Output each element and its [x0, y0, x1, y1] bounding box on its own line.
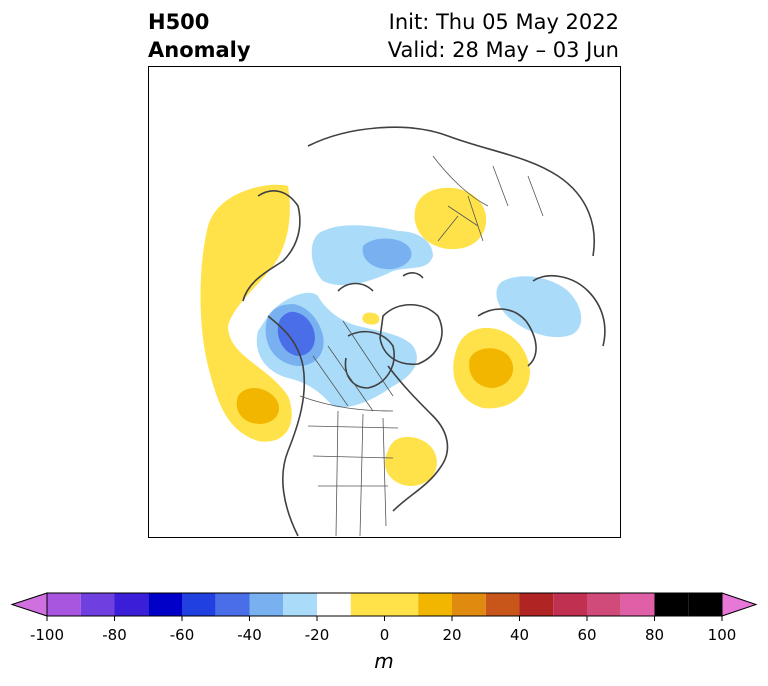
- colorbar-segment: [350, 593, 419, 616]
- colorbar-segment: [519, 593, 554, 616]
- anomaly-title: Anomaly: [148, 38, 251, 62]
- negative-anomaly-canada-core: [277, 311, 315, 356]
- political-borders: [299, 155, 544, 537]
- border-us-states-2: [335, 410, 387, 537]
- title-left: H500 Anomaly: [148, 8, 251, 64]
- coastline-alaska: [242, 190, 301, 302]
- colorbar-unit-label: m: [374, 649, 394, 673]
- colorbar-segment: [485, 593, 520, 616]
- init-date: Init: Thu 05 May 2022: [388, 10, 619, 34]
- coastline-greenland: [379, 304, 443, 365]
- colorbar-segment: [317, 593, 351, 616]
- colorbar-ticks: -100 -80 -60 -40 -20 0 20 40 60 80 100: [30, 616, 736, 644]
- anomaly-fills: [200, 184, 582, 486]
- colorbar-segment: [654, 593, 689, 616]
- coastline-north-america-east: [387, 365, 449, 512]
- colorbar-segment: [620, 593, 655, 616]
- positive-anomaly-pacific-core: [236, 388, 280, 424]
- colorbar-over-arrow: [721, 592, 758, 617]
- colorbar-segment: [80, 593, 115, 616]
- colorbar-segment: [182, 593, 216, 616]
- colorbar-tick-label: 40: [510, 626, 529, 644]
- positive-anomaly-pacific: [200, 184, 292, 442]
- coastline-north-america-west: [267, 315, 306, 537]
- coastlines: [242, 126, 606, 537]
- colorbar-tick-label: 60: [577, 626, 596, 644]
- positive-anomaly-eastern-us: [384, 436, 437, 486]
- border-asia-grid: [437, 195, 484, 242]
- border-russia: [432, 155, 544, 217]
- colorbar-tick-label: 100: [708, 626, 737, 644]
- colorbar-segments: [10, 592, 758, 617]
- colorbar-tick-label: -100: [30, 626, 64, 644]
- colorbar-tick-label: 80: [645, 626, 664, 644]
- colorbar-tick-label: 0: [380, 626, 390, 644]
- positive-anomaly-siberia: [414, 187, 487, 250]
- positive-anomaly-arctic-small: [362, 312, 380, 325]
- negative-anomaly-europe: [496, 276, 582, 338]
- positive-anomaly-atlantic-core: [469, 348, 514, 388]
- border-us-canada: [299, 395, 394, 412]
- colorbar-segment: [418, 593, 452, 616]
- coastline-scandinavia: [477, 308, 537, 367]
- colorbar-segment: [114, 593, 149, 616]
- coastline-europe: [532, 275, 606, 347]
- colorbar-tick-label: -20: [305, 626, 330, 644]
- anomaly-map: [148, 66, 621, 538]
- colorbar-segment: [587, 593, 621, 616]
- colorbar-segment: [452, 593, 486, 616]
- colorbar-segment: [215, 593, 250, 616]
- colorbar-tick-label: -80: [102, 626, 127, 644]
- colorbar: -100 -80 -60 -40 -20 0 20 40 60 80 100: [10, 592, 758, 644]
- colorbar-under-arrow: [10, 592, 48, 617]
- colorbar-segment: [283, 593, 317, 616]
- colorbar-tick-label: 20: [442, 626, 461, 644]
- valid-dates: Valid: 28 May – 03 Jun: [387, 38, 619, 62]
- border-canada-provinces: [312, 320, 394, 412]
- colorbar-segment: [249, 593, 284, 616]
- colorbar-segment: [47, 593, 81, 616]
- title-right: Init: Thu 05 May 2022 Valid: 28 May – 03…: [388, 8, 619, 64]
- colorbar-segment: [688, 593, 722, 616]
- coastline-arctic-islands: [337, 272, 424, 292]
- coastline-hudson-bay: [344, 330, 395, 389]
- map-frame: [148, 66, 621, 538]
- variable-title: H500: [148, 10, 210, 34]
- colorbar-segment: [553, 593, 587, 616]
- colorbar-segment: [148, 593, 182, 616]
- negative-anomaly-arctic-core: [362, 238, 412, 270]
- coastline-eurasia: [307, 126, 595, 257]
- colorbar-tick-label: -40: [237, 626, 262, 644]
- colorbar-tick-label: -60: [170, 626, 195, 644]
